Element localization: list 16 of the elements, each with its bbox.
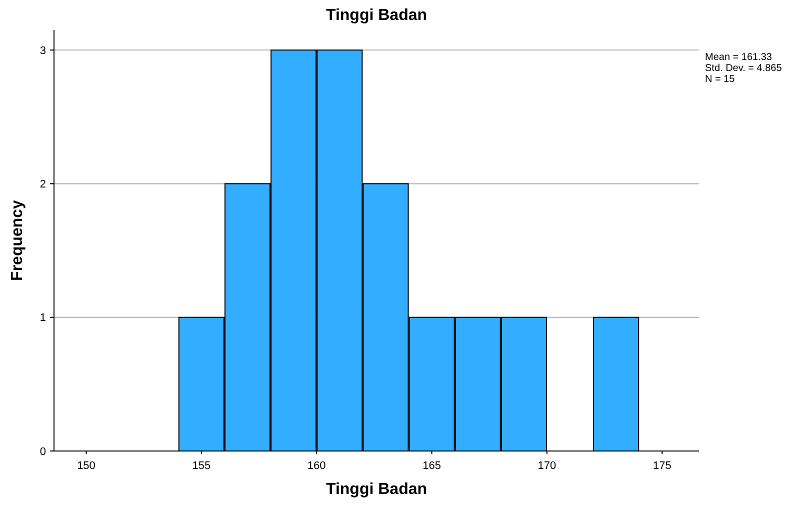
y-tick-label: 0 xyxy=(40,446,46,458)
y-tick-label: 3 xyxy=(40,44,46,57)
text: Mean = 161.33 xyxy=(705,52,772,63)
text: N = 15 xyxy=(705,74,736,85)
x-tick-label: 165 xyxy=(422,460,441,472)
chart-title: Tinggi Badan xyxy=(326,7,428,24)
x-axis-title: Tinggi Badan xyxy=(326,481,428,498)
text: Std. Dev. = 4.865 xyxy=(705,63,782,74)
x-tick-label: 150 xyxy=(77,460,96,472)
y-axis-title: Frequency xyxy=(9,200,26,281)
y-tick-label: 1 xyxy=(40,312,46,324)
y-tick-label: 2 xyxy=(40,178,46,191)
x-tick-label: 155 xyxy=(192,460,211,472)
x-tick-label: 170 xyxy=(538,460,556,472)
x-tick-label: 175 xyxy=(652,460,672,472)
x-tick-label: 160 xyxy=(307,460,326,472)
